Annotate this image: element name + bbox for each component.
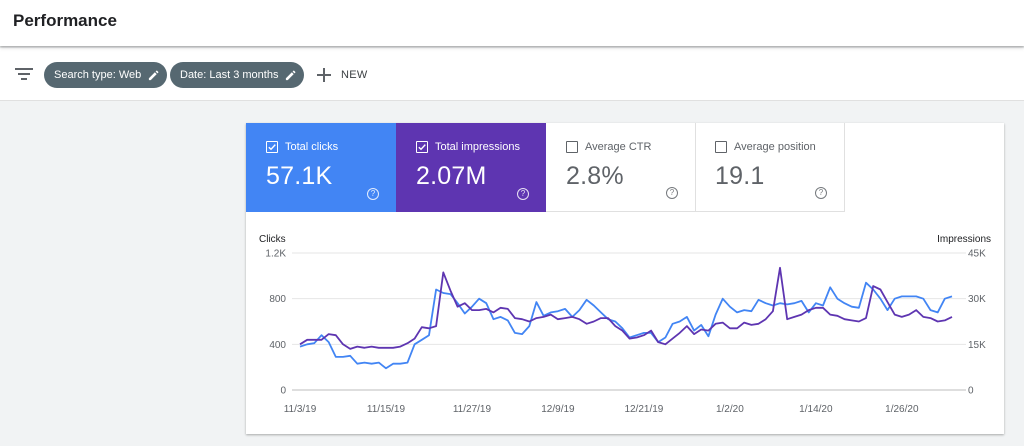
right-tick-label: 45K — [968, 249, 986, 260]
left-tick-label: 800 — [269, 294, 286, 305]
right-tick-label: 30K — [968, 294, 986, 305]
x-tick-label: 11/27/19 — [453, 404, 492, 415]
new-filter-button[interactable]: NEW — [317, 65, 368, 85]
filter-bar: Search type: Web Date: Last 3 months NEW — [0, 48, 1024, 101]
left-axis-title: Clicks — [259, 234, 286, 245]
x-tick-label: 12/21/19 — [624, 404, 663, 415]
metric-value: 19.1 — [715, 162, 765, 190]
plus-icon — [317, 68, 331, 82]
new-filter-label: NEW — [341, 69, 368, 81]
series-line-clicks — [299, 281, 953, 370]
metric-label: Total impressions — [435, 141, 520, 153]
date-range-chip-label: Date: Last 3 months — [180, 69, 279, 81]
checkbox-unchecked-icon[interactable] — [715, 141, 727, 153]
help-icon[interactable]: ? — [666, 187, 678, 199]
help-icon[interactable]: ? — [517, 188, 529, 200]
metric-average-ctr[interactable]: Average CTR 2.8% ? — [546, 123, 696, 212]
metric-value: 2.8% — [566, 162, 624, 190]
left-tick-label: 0 — [280, 386, 286, 397]
help-icon[interactable]: ? — [367, 188, 379, 200]
x-tick-label: 11/3/19 — [284, 404, 317, 415]
left-tick-label: 1.2K — [265, 249, 286, 260]
metric-total-impressions[interactable]: Total impressions 2.07M ? — [396, 123, 546, 212]
edit-pencil-icon[interactable] — [285, 70, 296, 81]
metric-label: Average CTR — [585, 141, 652, 153]
filter-list-icon[interactable] — [15, 67, 33, 81]
search-type-chip[interactable]: Search type: Web — [44, 62, 168, 88]
x-tick-label: 1/14/20 — [799, 404, 833, 415]
metric-value: 2.07M — [416, 162, 487, 190]
metric-label: Total clicks — [285, 141, 339, 153]
x-tick-label: 11/15/19 — [367, 404, 406, 415]
search-type-chip-label: Search type: Web — [54, 69, 142, 81]
page-title: Performance — [13, 11, 117, 30]
x-tick-label: 12/9/19 — [541, 404, 575, 415]
metric-value: 57.1K — [266, 162, 333, 190]
date-range-chip[interactable]: Date: Last 3 months — [170, 62, 305, 88]
left-tick-label: 400 — [269, 340, 286, 351]
checkbox-checked-icon[interactable] — [266, 141, 278, 153]
x-tick-label: 1/26/20 — [885, 404, 919, 415]
top-app-bar: Performance — [0, 0, 1024, 46]
performance-card: Total clicks 57.1K ? Total impressions 2… — [246, 123, 1004, 434]
metric-total-clicks[interactable]: Total clicks 57.1K ? — [246, 123, 396, 212]
checkbox-checked-icon[interactable] — [416, 141, 428, 153]
edit-pencil-icon[interactable] — [148, 70, 159, 81]
metric-label: Average position — [734, 141, 816, 153]
metric-average-position[interactable]: Average position 19.1 ? — [695, 123, 845, 212]
help-icon[interactable]: ? — [815, 187, 827, 199]
right-tick-label: 15K — [968, 340, 986, 351]
series-line-impressions — [299, 266, 953, 350]
right-axis-title: Impressions — [937, 234, 991, 245]
checkbox-unchecked-icon[interactable] — [566, 141, 578, 153]
x-tick-label: 1/2/20 — [716, 404, 744, 415]
performance-chart: Clicks Impressions 0 0 400 15K 800 30K 1.2K 45K… — [259, 234, 991, 415]
right-tick-label: 0 — [968, 386, 974, 397]
